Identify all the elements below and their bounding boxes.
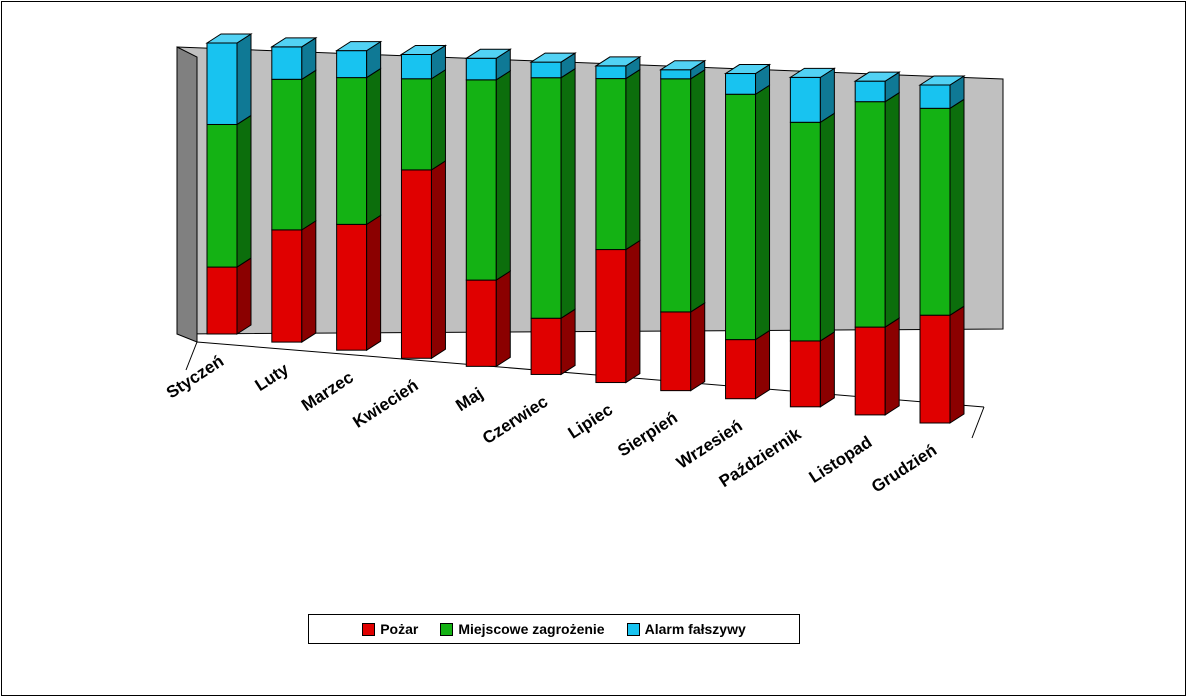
bar-7-top bbox=[594, 56, 642, 67]
bar-10-3-front bbox=[789, 76, 821, 123]
bar-10-1-front bbox=[789, 340, 821, 408]
bar-11-1-front bbox=[854, 326, 886, 416]
bar-9-1-front bbox=[725, 339, 757, 400]
bar-6-2-front bbox=[530, 77, 562, 319]
bar-9-1-side bbox=[755, 329, 771, 400]
bar-3-3-front bbox=[336, 50, 368, 79]
bar-1-top bbox=[205, 33, 253, 44]
bar-1-3-side bbox=[236, 33, 252, 126]
bar-5-2-side bbox=[495, 69, 511, 282]
bar-8-2-side bbox=[690, 68, 706, 313]
x-tick-label: Kwiecień bbox=[349, 376, 421, 432]
bar-4-3-front bbox=[400, 53, 432, 80]
x-tick-label: Styczeń bbox=[163, 351, 227, 402]
bar-8-1-front bbox=[660, 311, 692, 392]
legend-item: Alarm fałszywy bbox=[626, 621, 746, 637]
bar-8-1-side bbox=[690, 302, 706, 392]
floor-edge-back bbox=[196, 341, 985, 408]
bar-1-2-front bbox=[206, 123, 238, 268]
bar-12-2-front bbox=[919, 107, 951, 316]
bar-7-1-side bbox=[625, 239, 641, 384]
bar-1-2-side bbox=[236, 114, 252, 268]
bar-3-top bbox=[334, 41, 383, 52]
bar-6-2-side bbox=[560, 67, 576, 320]
x-tick-label: Grudzień bbox=[868, 440, 940, 496]
bar-11-2-front bbox=[854, 101, 886, 328]
bar-2-2-front bbox=[271, 78, 303, 231]
bar-6-3-front bbox=[530, 61, 562, 79]
bar-1-3-front bbox=[206, 42, 238, 125]
bar-2-top bbox=[270, 37, 318, 48]
bar-5-1-side bbox=[495, 270, 511, 368]
side-wall bbox=[176, 46, 198, 343]
bar-11-1-side bbox=[884, 317, 900, 416]
bar-7-3-front bbox=[595, 65, 627, 80]
x-tick-label: Czerwiec bbox=[479, 392, 551, 448]
bar-12-1-side bbox=[949, 305, 965, 424]
bar-9-2-front bbox=[725, 93, 757, 341]
bar-7-2-side bbox=[625, 68, 641, 251]
bar-4-1-side bbox=[430, 159, 446, 360]
bar-7-2-front bbox=[595, 78, 627, 251]
bar-8-3-front bbox=[660, 69, 692, 80]
bar-8-2-front bbox=[660, 78, 692, 313]
bar-4-2-front bbox=[400, 78, 432, 171]
bar-6-1-front bbox=[530, 317, 562, 375]
bar-12-1-front bbox=[919, 314, 951, 424]
x-tick-label: Luty bbox=[252, 359, 293, 395]
legend-label: Miejscowe zagrożenie bbox=[458, 621, 605, 637]
bar-11-2-side bbox=[884, 91, 900, 329]
x-tick-label: Marzec bbox=[298, 368, 357, 415]
floor-edge-left bbox=[185, 341, 198, 371]
bar-2-1-side bbox=[301, 219, 317, 344]
legend-swatch bbox=[626, 622, 640, 636]
bar-1-1-front bbox=[206, 266, 238, 335]
legend-item: Miejscowe zagrożenie bbox=[440, 621, 605, 637]
legend-swatch bbox=[440, 622, 454, 636]
bar-12-3-front bbox=[919, 84, 951, 109]
bar-2-2-side bbox=[301, 69, 317, 231]
bar-2-1-front bbox=[271, 229, 303, 343]
bar-3-2-side bbox=[366, 67, 382, 226]
x-tick-label: Maj bbox=[452, 384, 486, 415]
bar-4-top bbox=[399, 44, 448, 55]
bar-5-3-front bbox=[465, 57, 497, 81]
bar-12-top bbox=[918, 75, 966, 86]
bar-9-3-front bbox=[725, 73, 757, 95]
bar-3-1-front bbox=[336, 223, 368, 351]
bar-6-1-side bbox=[560, 308, 576, 376]
x-tick-label: Sierpień bbox=[614, 408, 681, 460]
x-tick-label: Lipiec bbox=[565, 400, 617, 443]
bar-10-2-front bbox=[789, 121, 821, 342]
legend-swatch bbox=[362, 622, 376, 636]
bar-11-top bbox=[853, 71, 901, 82]
bar-3-1-side bbox=[366, 214, 382, 352]
bar-5-2-front bbox=[465, 79, 497, 281]
bar-8-top bbox=[659, 60, 707, 71]
bar-4-1-front bbox=[400, 169, 432, 359]
bar-3-2-front bbox=[336, 77, 368, 225]
bar-9-2-side bbox=[755, 84, 771, 341]
chart-legend: Pożar Miejscowe zagrożenie Alarm fałszywy bbox=[308, 614, 800, 644]
bar-9-top bbox=[723, 64, 772, 75]
bar-10-top bbox=[788, 67, 837, 78]
bar-1-1-side bbox=[236, 257, 252, 335]
bar-10-1-side bbox=[819, 331, 835, 408]
bar-11-3-front bbox=[854, 80, 886, 103]
bar-5-1-front bbox=[465, 279, 497, 367]
bar-2-3-front bbox=[271, 46, 303, 80]
bar-7-1-front bbox=[595, 249, 627, 384]
bar-12-2-side bbox=[949, 98, 965, 317]
legend-label: Pożar bbox=[380, 621, 419, 637]
bar-4-2-side bbox=[430, 68, 446, 171]
legend-item: Pożar bbox=[362, 621, 418, 637]
bar-5-top bbox=[464, 48, 512, 59]
x-tick-label: Listopad bbox=[806, 432, 876, 487]
floor-edge-right bbox=[971, 406, 985, 439]
legend-label: Alarm fałszywy bbox=[644, 621, 746, 637]
bar-6-top bbox=[529, 52, 577, 63]
bar-10-2-side bbox=[819, 112, 835, 342]
